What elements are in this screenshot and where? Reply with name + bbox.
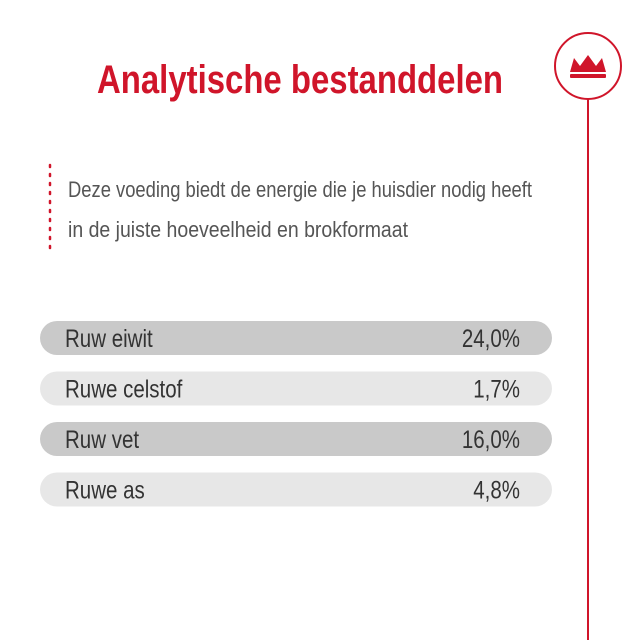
description-line: in de juiste hoeveelheid en brokformaat [68,217,408,242]
table-row [40,472,552,507]
row-value: 1,7% [473,375,520,403]
row-label: Ruw vet [65,425,140,453]
row-value: 4,8% [473,476,520,504]
row-label: Ruwe celstof [65,375,183,403]
crown-icon [570,55,606,78]
row-label: Ruwe as [65,476,145,504]
row-value: 16,0% [462,425,520,453]
table: Ruw eiwit 24,0% Ruwe celstof 1,7% Ruw vet 16,… [40,321,552,507]
table-row [40,371,552,406]
table-row [40,321,552,355]
description-line: Deze voeding biedt de energie die je hui… [68,177,532,202]
row-label: Ruw eiwit [65,324,153,352]
row-value: 24,0% [462,324,520,352]
table-row [40,422,552,456]
title: Analytische bestanddelen [97,58,503,102]
